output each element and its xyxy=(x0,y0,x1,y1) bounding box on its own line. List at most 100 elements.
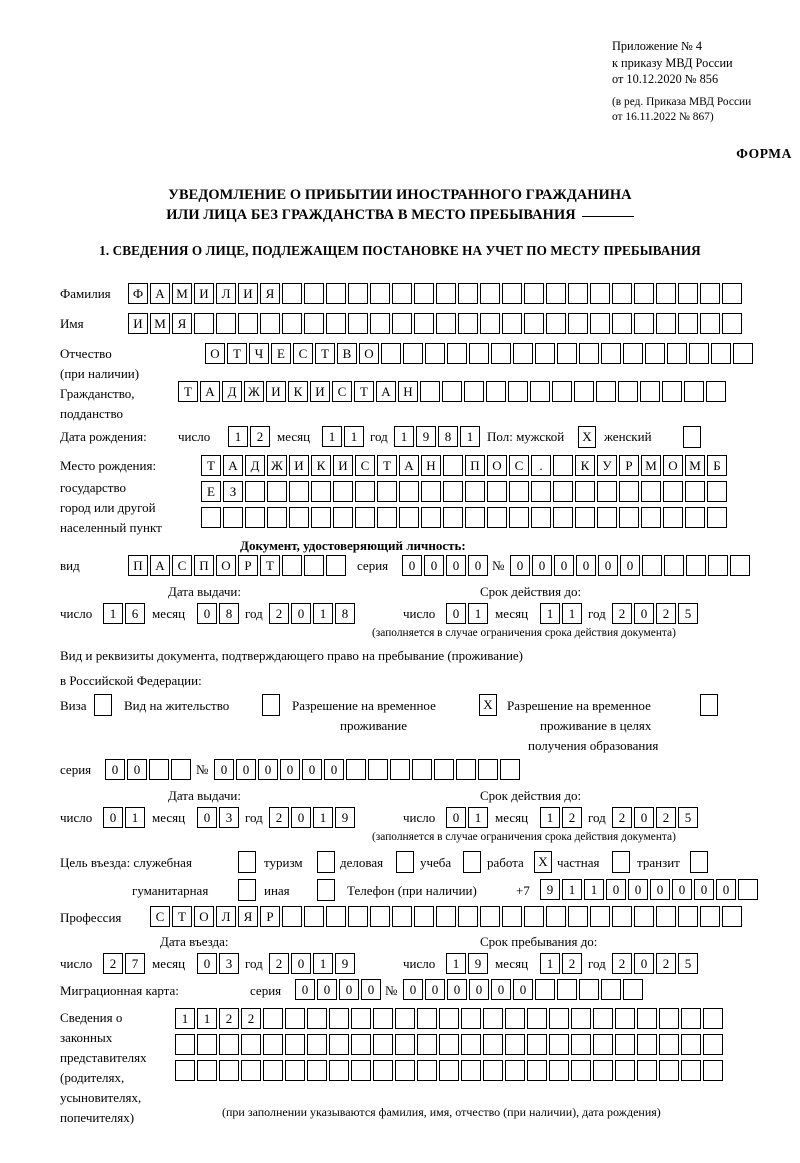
birth-place-input-row-1-cell-13[interactable]: П xyxy=(465,455,485,476)
patronymic-input-cell-22[interactable] xyxy=(667,343,687,364)
profession-input-cell-13[interactable] xyxy=(414,906,434,927)
name-input-cell-16[interactable] xyxy=(458,313,478,334)
legal-rep-input-row-3-cell-18[interactable] xyxy=(549,1060,569,1081)
purpose-official-checkbox[interactable] xyxy=(238,851,256,873)
legal-rep-input-row-1-cell-16[interactable] xyxy=(505,1008,525,1029)
migration-card-number-input-cell-1[interactable]: 0 xyxy=(403,979,423,1000)
patronymic-input-cell-11[interactable] xyxy=(425,343,445,364)
legal-rep-input-row-2-cell-6[interactable] xyxy=(285,1034,305,1055)
migration-card-number-input-cell-7[interactable] xyxy=(535,979,555,1000)
permit-valid-year-input-cell-4[interactable]: 5 xyxy=(678,807,698,828)
residence-permit-checkbox[interactable] xyxy=(262,694,280,716)
doc-type-input-cell-9[interactable] xyxy=(304,555,324,576)
permit-seria-input-cell-2[interactable]: 0 xyxy=(127,759,147,780)
citizenship-input-cell-2[interactable]: А xyxy=(200,381,220,402)
profession-input-cell-19[interactable] xyxy=(546,906,566,927)
sex-male-checkbox[interactable]: X xyxy=(578,426,596,448)
doc-issue-year-input-cell-3[interactable]: 1 xyxy=(313,603,333,624)
legal-rep-input-row-1-cell-19[interactable] xyxy=(571,1008,591,1029)
birth-place-input-row-3-cell-7[interactable] xyxy=(333,507,353,528)
legal-rep-input-row-3-cell-22[interactable] xyxy=(637,1060,657,1081)
surname-input-cell-10[interactable] xyxy=(326,283,346,304)
birth-place-input-row-1-cell-20[interactable]: Р xyxy=(619,455,639,476)
citizenship-input-cell-20[interactable] xyxy=(596,381,616,402)
legal-rep-input-row-1-cell-5[interactable] xyxy=(263,1008,283,1029)
profession-input-cell-10[interactable] xyxy=(348,906,368,927)
profession-input-cell-20[interactable] xyxy=(568,906,588,927)
profession-input-cell-1[interactable]: С xyxy=(150,906,170,927)
legal-rep-input-row-3-cell-3[interactable] xyxy=(219,1060,239,1081)
legal-rep-input-row-3-cell-6[interactable] xyxy=(285,1060,305,1081)
birth-place-input-row-2-cell-21[interactable] xyxy=(641,481,661,502)
name-input-cell-15[interactable] xyxy=(436,313,456,334)
legal-rep-input-row-1-cell-7[interactable] xyxy=(307,1008,327,1029)
profession-input-cell-21[interactable] xyxy=(590,906,610,927)
patronymic-input-cell-10[interactable] xyxy=(403,343,423,364)
citizenship-input-cell-6[interactable]: К xyxy=(288,381,308,402)
legal-rep-input-row-1-cell-18[interactable] xyxy=(549,1008,569,1029)
birth-place-input-row-2-cell-1[interactable]: Е xyxy=(201,481,221,502)
birth-place-input-row-3-cell-22[interactable] xyxy=(663,507,683,528)
purpose-humanitarian-checkbox[interactable] xyxy=(238,879,256,901)
birth-place-input-row-3-cell-21[interactable] xyxy=(641,507,661,528)
surname-input-cell-24[interactable] xyxy=(634,283,654,304)
birth-day-input-cell-2[interactable]: 2 xyxy=(250,426,270,447)
temp-edu-checkbox[interactable] xyxy=(700,694,718,716)
profession-input-cell-17[interactable] xyxy=(502,906,522,927)
citizenship-input-cell-19[interactable] xyxy=(574,381,594,402)
legal-rep-input-row-3-cell-24[interactable] xyxy=(681,1060,701,1081)
surname-input-cell-21[interactable] xyxy=(568,283,588,304)
doc-type-input-cell-8[interactable] xyxy=(282,555,302,576)
entry-day-input-cell-1[interactable]: 2 xyxy=(103,953,123,974)
birth-day-input-cell-1[interactable]: 1 xyxy=(228,426,248,447)
doc-seria-input-cell-2[interactable]: 0 xyxy=(424,555,444,576)
patronymic-input-cell-2[interactable]: Т xyxy=(227,343,247,364)
surname-input-cell-22[interactable] xyxy=(590,283,610,304)
permit-number-input-cell-1[interactable]: 0 xyxy=(214,759,234,780)
birth-place-input-row-2-cell-2[interactable]: З xyxy=(223,481,243,502)
purpose-tourism-checkbox[interactable] xyxy=(317,851,335,873)
patronymic-input-cell-16[interactable] xyxy=(535,343,555,364)
profession-input-cell-18[interactable] xyxy=(524,906,544,927)
legal-rep-input-row-3-cell-14[interactable] xyxy=(461,1060,481,1081)
migration-card-number-input-cell-2[interactable]: 0 xyxy=(425,979,445,1000)
legal-rep-input-row-1-cell-22[interactable] xyxy=(637,1008,657,1029)
permit-issue-year-input-cell-1[interactable]: 2 xyxy=(269,807,289,828)
phone-input-cell-8[interactable]: 0 xyxy=(694,879,714,900)
doc-number-input-cell-9[interactable] xyxy=(686,555,706,576)
citizenship-input-cell-12[interactable] xyxy=(420,381,440,402)
birth-place-input-row-2-cell-20[interactable] xyxy=(619,481,639,502)
birth-place-input-row-2-cell-16[interactable] xyxy=(531,481,551,502)
legal-rep-input-row-3[interactable] xyxy=(175,1060,723,1081)
surname-input-cell-2[interactable]: А xyxy=(150,283,170,304)
doc-type-input-cell-6[interactable]: Р xyxy=(238,555,258,576)
birth-place-input-row-2-cell-5[interactable] xyxy=(289,481,309,502)
entry-month-input-cell-1[interactable]: 0 xyxy=(197,953,217,974)
citizenship-input-cell-23[interactable] xyxy=(662,381,682,402)
legal-rep-input-row-1-cell-14[interactable] xyxy=(461,1008,481,1029)
permit-issue-month-input-cell-2[interactable]: 3 xyxy=(219,807,239,828)
name-input-cell-2[interactable]: М xyxy=(150,313,170,334)
surname-input-cell-27[interactable] xyxy=(700,283,720,304)
permit-number-input-cell-9[interactable] xyxy=(390,759,410,780)
profession-input-cell-11[interactable] xyxy=(370,906,390,927)
surname-input-cell-12[interactable] xyxy=(370,283,390,304)
birth-place-input-row-1-cell-9[interactable]: Т xyxy=(377,455,397,476)
legal-rep-input-row-2-cell-16[interactable] xyxy=(505,1034,525,1055)
legal-rep-input-row-2-cell-12[interactable] xyxy=(417,1034,437,1055)
birth-place-input-row-1-cell-8[interactable]: С xyxy=(355,455,375,476)
doc-valid-day-input-cell-1[interactable]: 0 xyxy=(446,603,466,624)
legal-rep-input-row-2-cell-17[interactable] xyxy=(527,1034,547,1055)
name-input-cell-3[interactable]: Я xyxy=(172,313,192,334)
birth-month-input-cell-1[interactable]: 1 xyxy=(322,426,342,447)
stay-day-input-cell-1[interactable]: 1 xyxy=(446,953,466,974)
visa-checkbox[interactable] xyxy=(94,694,112,716)
name-input-cell-28[interactable] xyxy=(722,313,742,334)
surname-input-cell-1[interactable]: Ф xyxy=(128,283,148,304)
